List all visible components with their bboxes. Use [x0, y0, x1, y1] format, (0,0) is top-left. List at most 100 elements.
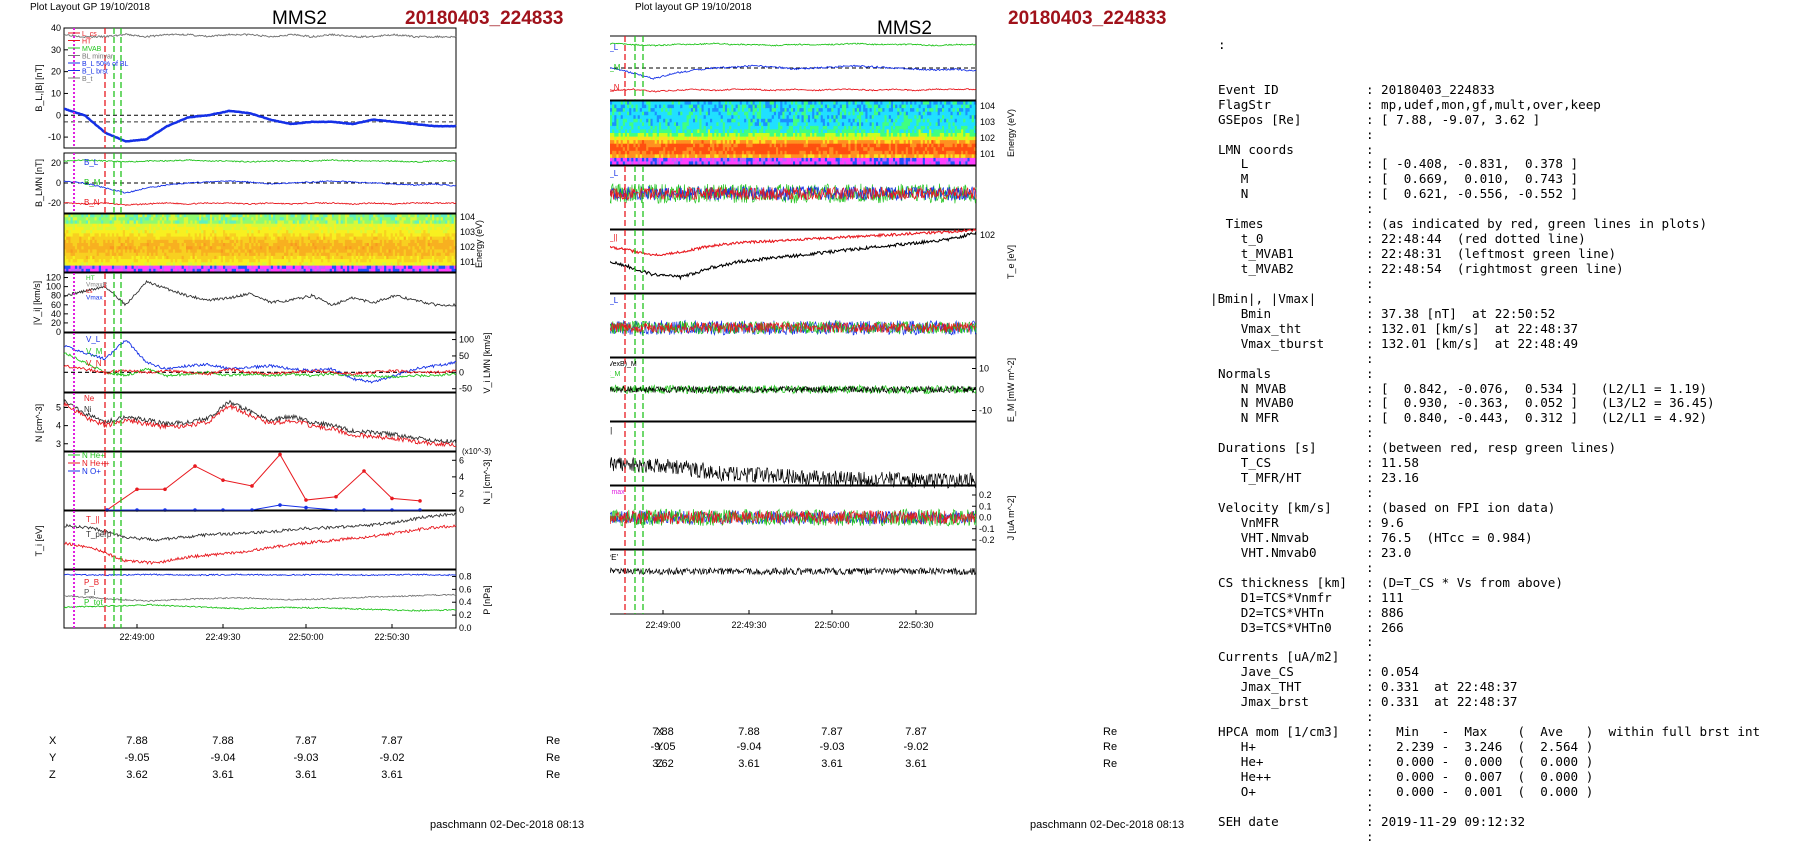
legend-entry: B_L [610, 43, 619, 52]
y-tick-label: 0.4 [459, 597, 472, 607]
coord-value: -9.05 [97, 752, 177, 764]
y-tick-label: 3 [56, 439, 61, 449]
series-line [64, 513, 456, 541]
axis-label: V_i LMN [km/s] [482, 332, 492, 393]
y-tick-label: 10 [51, 88, 61, 98]
y-tick-label: 0 [56, 178, 61, 188]
y-tick-label: 50 [459, 351, 469, 361]
y-tick-label: 4 [459, 472, 464, 482]
axis-label: P [nPa] [482, 585, 492, 614]
y-tick-label: 30 [51, 45, 61, 55]
series-line [64, 353, 456, 378]
right-figure: 200-20B_LMN [nT]B_LB_MB_N104103102101Ene… [610, 0, 1170, 760]
coord-value: 7.88 [183, 735, 263, 747]
y-tick-label: 20 [51, 158, 61, 168]
series-line [610, 65, 976, 79]
y-tick-label: 0.0 [459, 623, 472, 633]
panel-hpca [64, 452, 456, 510]
legend-entry: B_N [610, 83, 620, 92]
hpca-point [193, 464, 197, 468]
hpca-point [390, 497, 394, 501]
axis-label: N [cm^-3] [34, 404, 44, 442]
y-tick-label: 100 [459, 335, 474, 345]
right-plot-inner: 200-20B_LMN [nT]B_LB_MB_N104103102101Ene… [610, 36, 1016, 630]
coord-value: -9.03 [266, 752, 346, 764]
coord-value: 3.61 [266, 769, 346, 781]
series-line [64, 400, 456, 444]
coord-value: -9.04 [183, 752, 263, 764]
y-tick-label: -50 [459, 384, 472, 394]
y-tick-label: 101 [460, 257, 475, 267]
hpca-point [221, 478, 225, 482]
legend-entry: B_L brst [82, 69, 108, 76]
y-tick-label: 102 [460, 242, 475, 252]
y-tick-label: 2 [459, 488, 464, 498]
coord-value: 7.87 [352, 735, 432, 747]
y-tick-label: -20 [48, 198, 61, 208]
y-tick-label: 20 [51, 67, 61, 77]
series-line [64, 594, 456, 601]
series-line [64, 281, 456, 306]
series-line [64, 403, 456, 447]
series-line [64, 525, 456, 564]
legend-entry: Vmax [86, 295, 103, 302]
left-footer: paschmann 02-Dec-2018 08:13 [430, 819, 584, 831]
y-tick-label: 0 [56, 110, 61, 120]
series-line [64, 604, 456, 611]
axis-label: |V_i| [km/s] [32, 281, 42, 325]
y-tick-label: 5 [56, 403, 61, 413]
axis-label: B_LMN [nT] [34, 159, 44, 207]
coord-row-label: X [49, 735, 69, 747]
axis-label: Energy (eV) [474, 220, 484, 268]
y-tick-label: 6 [459, 455, 464, 465]
legend-entry: V_N [86, 359, 102, 368]
coord-value: 7.87 [266, 735, 346, 747]
coord-value: -9.02 [352, 752, 432, 764]
coord-value: 7.88 [97, 735, 177, 747]
coord-row-label: Z [49, 769, 69, 781]
y-tick-label: 104 [460, 212, 475, 222]
coord-unit: Re [546, 752, 566, 764]
legend-entry: B_L [84, 158, 99, 167]
right-plot-group: 200-20B_LMN [nT]B_LB_MB_N104103102101Ene… [610, 36, 1016, 630]
legend-entry: MVAB [82, 46, 102, 53]
legend-entry: BL minvar [82, 54, 114, 61]
hpca-point [250, 484, 254, 488]
x-tick-label: 22:50:30 [374, 632, 409, 642]
series-line [64, 574, 456, 576]
y-tick-label: 0 [56, 327, 61, 337]
legend-entry: B_N [84, 198, 100, 207]
panel-density [64, 393, 456, 451]
series-line [610, 43, 976, 46]
hpca-point [334, 495, 338, 499]
y-tick-label: 0 [459, 367, 464, 377]
hpca-point [278, 453, 282, 457]
hpca-point [278, 503, 282, 507]
y-tick-label: -10 [48, 132, 61, 142]
legend-entry: Ni [84, 405, 92, 414]
hpca-line [107, 454, 420, 510]
x-tick-label: 22:50:00 [288, 632, 323, 642]
panel-vi-lmn [64, 333, 456, 392]
coord-value: 3.62 [97, 769, 177, 781]
y-tick-label: 0.8 [459, 571, 472, 581]
hpca-point [304, 506, 308, 510]
series-line [64, 34, 456, 38]
hpca-line [107, 505, 420, 510]
legend-entry: HT [82, 39, 92, 46]
panel-bl [64, 28, 456, 148]
y-tick-label: 4 [56, 421, 61, 431]
series-line [64, 159, 456, 162]
coord-row-label: Y [49, 752, 69, 764]
x-tick-label: 22:49:30 [205, 632, 240, 642]
hpca-point [135, 487, 139, 491]
y-tick-label: 0.2 [459, 610, 472, 620]
axis-label: T_i [eV] [34, 525, 44, 556]
hpca-point [362, 469, 366, 473]
y-tick-label: 0.6 [459, 584, 472, 594]
hpca-point [304, 498, 308, 502]
series-line [64, 109, 456, 141]
coord-value: 3.61 [183, 769, 263, 781]
legend-entry: P_i [84, 588, 96, 597]
